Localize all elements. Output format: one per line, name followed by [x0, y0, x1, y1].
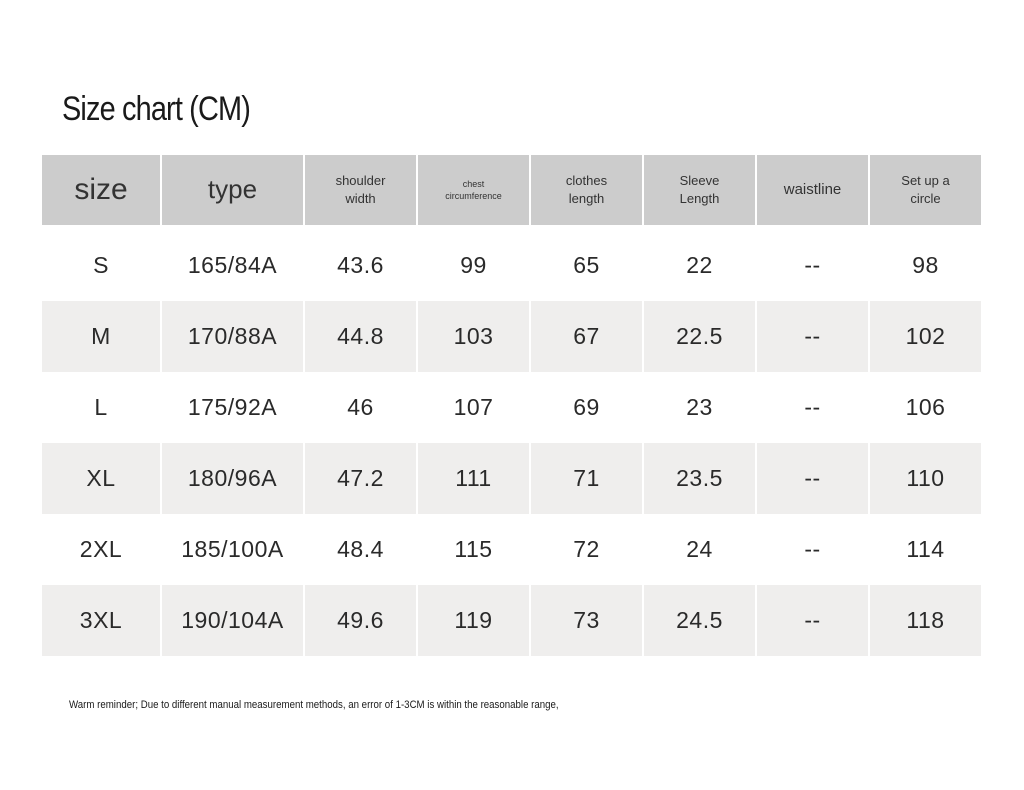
- title: Size chart (CM): [62, 90, 251, 128]
- table-cell: 47.2: [305, 443, 416, 514]
- table-cell: 46: [347, 394, 374, 420]
- footnote: Warm reminder; Due to different manual m…: [69, 699, 559, 711]
- table-cell: L: [94, 394, 108, 420]
- column-header: type: [162, 155, 303, 225]
- table-cell: 118: [870, 585, 981, 656]
- column-header: clothes length: [531, 155, 642, 225]
- column-header: Sleeve Length: [644, 155, 755, 225]
- size-table: size type shoulder width chest circumferenc…: [42, 155, 981, 656]
- table-cell: --: [804, 252, 821, 278]
- table-cell: 102: [870, 301, 981, 372]
- table-cell: --: [804, 536, 821, 562]
- table-cell: 115: [454, 536, 493, 562]
- column-header: chest circumference: [418, 155, 529, 225]
- table-cell: --: [757, 301, 868, 372]
- table-cell: 99: [460, 252, 487, 278]
- table-cell: 43.6: [337, 252, 384, 278]
- table-cell: 180/96A: [162, 443, 303, 514]
- table-cell: 110: [870, 443, 981, 514]
- table-cell: 111: [418, 443, 529, 514]
- column-header: waistline: [757, 155, 868, 225]
- table-cell: 73: [531, 585, 642, 656]
- table-cell: --: [757, 585, 868, 656]
- table-cell: 185/100A: [181, 536, 284, 562]
- table-cell: 24: [686, 536, 713, 562]
- table-cell: 165/84A: [187, 252, 278, 278]
- table-cell: 107: [453, 394, 494, 420]
- table-cell: 49.6: [305, 585, 416, 656]
- table-cell: 69: [573, 394, 600, 420]
- table-cell: 2XL: [79, 536, 123, 562]
- column-header: Set up a circle: [870, 155, 981, 225]
- table-cell: 190/104A: [162, 585, 303, 656]
- table-cell: 23.5: [644, 443, 755, 514]
- table-cell: 71: [531, 443, 642, 514]
- table-cell: 106: [905, 394, 946, 420]
- table-cell: 24.5: [644, 585, 755, 656]
- table-cell: 114: [906, 536, 945, 562]
- table-cell: 3XL: [42, 585, 160, 656]
- table-cell: 98: [912, 252, 939, 278]
- column-header: shoulder width: [305, 155, 416, 225]
- table-cell: 67: [531, 301, 642, 372]
- table-cell: XL: [42, 443, 160, 514]
- table-cell: M: [42, 301, 160, 372]
- table-cell: 22: [686, 252, 713, 278]
- table-cell: 44.8: [305, 301, 416, 372]
- table-cell: 175/92A: [187, 394, 278, 420]
- table-cell: 119: [418, 585, 529, 656]
- table-cell: 48.4: [337, 536, 384, 562]
- column-header: size: [42, 155, 160, 225]
- table-cell: 103: [418, 301, 529, 372]
- table-cell: 23: [686, 394, 713, 420]
- table-cell: 72: [573, 536, 600, 562]
- table-cell: S: [93, 252, 109, 278]
- table-cell: 65: [573, 252, 600, 278]
- table-cell: 22.5: [644, 301, 755, 372]
- table-cell: --: [804, 394, 821, 420]
- table-cell: --: [757, 443, 868, 514]
- table-cell: 170/88A: [162, 301, 303, 372]
